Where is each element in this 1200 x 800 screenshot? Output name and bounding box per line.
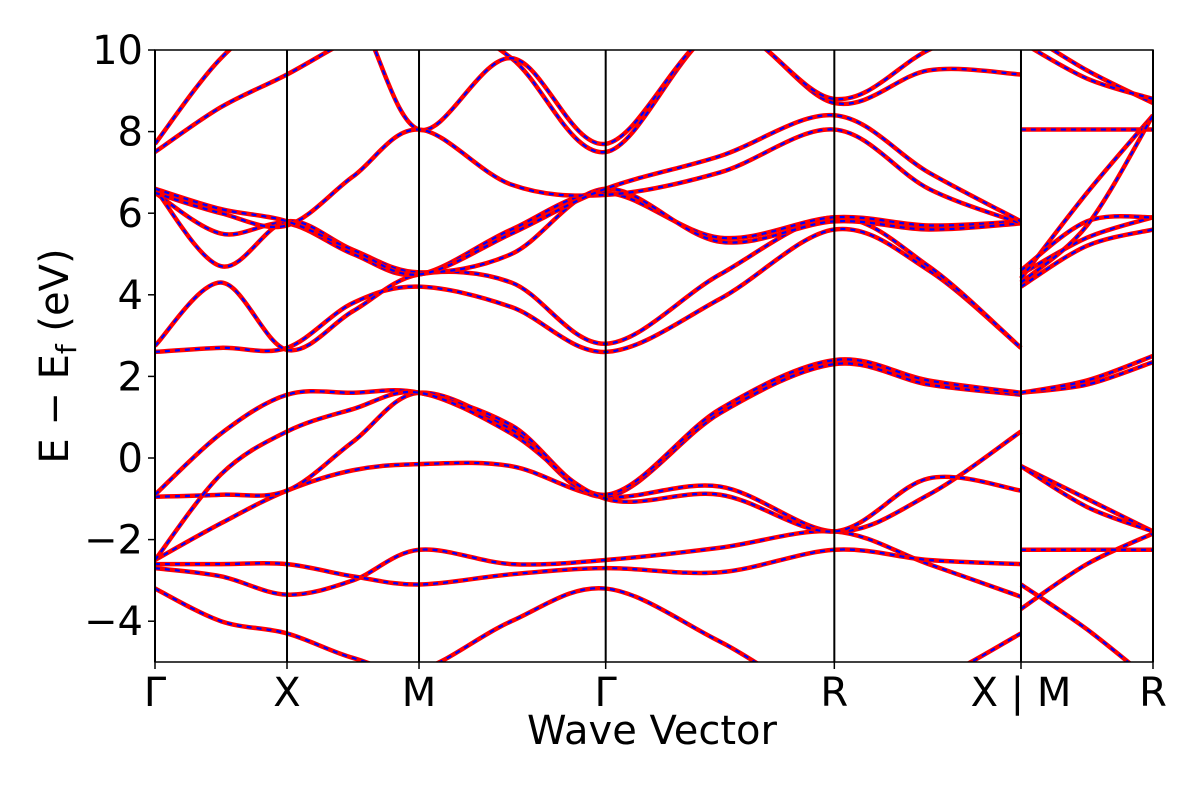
band-line-overlay xyxy=(155,548,1153,586)
band-line-overlay xyxy=(155,50,1153,154)
band-line-overlay xyxy=(155,114,1153,284)
y-tick-label: 4 xyxy=(118,273,143,319)
band-line-overlay xyxy=(155,390,1153,561)
x-tick-label: X xyxy=(273,670,300,716)
band-line-overlay xyxy=(155,361,1153,498)
band-line xyxy=(155,113,1153,285)
y-label-sub: f xyxy=(50,343,83,354)
y-tick-label: −4 xyxy=(84,599,143,645)
band-line-overlay xyxy=(155,114,1153,280)
x-tick-label: M xyxy=(402,670,437,716)
x-axis-label: Wave Vector xyxy=(527,708,778,754)
band-line-overlay xyxy=(155,430,1153,561)
x-tick-label: Γ xyxy=(595,670,618,716)
band-line-overlay xyxy=(155,583,1130,662)
x-tick-label: R xyxy=(1139,670,1167,716)
band-line xyxy=(155,359,1153,500)
band-line xyxy=(155,50,1153,155)
band-line-overlay xyxy=(155,128,1153,274)
y-label-part: E − E xyxy=(32,354,78,464)
y-tick-label: 10 xyxy=(92,28,143,74)
band-line xyxy=(155,389,1153,562)
y-tick-label: −2 xyxy=(84,518,143,564)
y-tick-label: 0 xyxy=(118,436,143,482)
y-label-part: (eV) xyxy=(32,248,78,344)
y-axis-label: E − Ef (eV) xyxy=(32,248,83,463)
x-tick-label: X | M xyxy=(971,670,1072,716)
band-line-overlay xyxy=(155,530,1153,610)
x-tick-label: Γ xyxy=(144,670,167,716)
band-line xyxy=(155,127,1153,275)
x-tick-label: R xyxy=(820,670,848,716)
band-line xyxy=(155,429,1153,562)
y-tick-label: 6 xyxy=(118,191,143,237)
band-line-overlay xyxy=(155,50,1153,145)
y-tick-label: 2 xyxy=(118,354,143,400)
band-line-overlay xyxy=(155,354,1153,496)
band-line-overlay xyxy=(155,128,1153,272)
band-line-overlay xyxy=(155,216,1153,352)
bands xyxy=(155,50,1153,662)
band-line xyxy=(155,127,1153,273)
y-tick-label: 8 xyxy=(118,110,143,156)
band-line xyxy=(155,113,1153,280)
